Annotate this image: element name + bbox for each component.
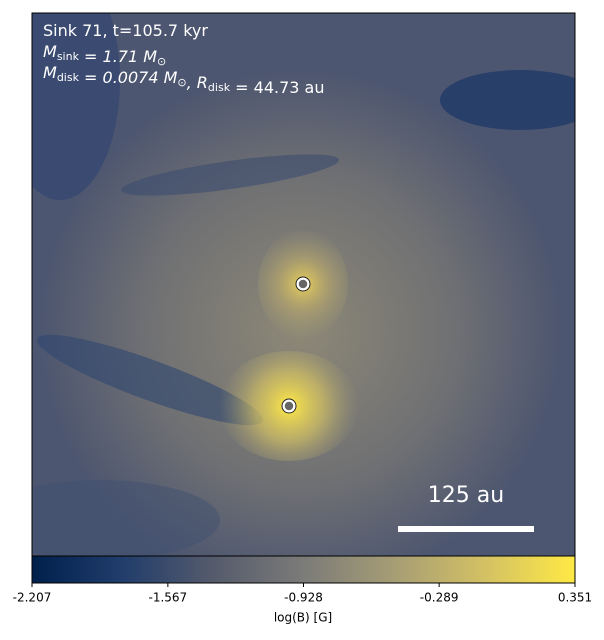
subscript: sink [57, 50, 80, 63]
tick-label: -2.207 [13, 591, 52, 605]
annotation: Sink 71, t=105.7 kyr [43, 21, 208, 40]
tick-label: -0.928 [284, 591, 323, 605]
text-part: = 1.71 M [79, 47, 157, 66]
text-part: M [43, 42, 57, 61]
colorbar [31, 555, 576, 584]
text-part: M [43, 63, 57, 82]
subscript: ⊙ [157, 55, 166, 68]
text-part: , R [187, 73, 208, 92]
subscript: ⊙ [177, 76, 186, 89]
text-part: = 0.0074 M [79, 68, 178, 87]
scale-bar-label: 125 au [428, 483, 504, 508]
subscript: disk [57, 71, 80, 84]
subscript: disk [208, 81, 231, 94]
tick-label: -0.289 [420, 591, 459, 605]
annotation: Msink = 1.71 M⊙ [43, 42, 166, 69]
colorbar-label: log(B) [G] [274, 611, 332, 625]
text-part: Sink 71, t=105.7 kyr [43, 21, 208, 40]
text-part: = 44.73 au [230, 78, 324, 97]
tick-label: -1.567 [149, 591, 188, 605]
annotation: Mdisk = 0.0074 M⊙, Rdisk = 44.73 au [43, 63, 324, 97]
field-map [32, 13, 575, 556]
tick-label: 0.351 [558, 591, 592, 605]
